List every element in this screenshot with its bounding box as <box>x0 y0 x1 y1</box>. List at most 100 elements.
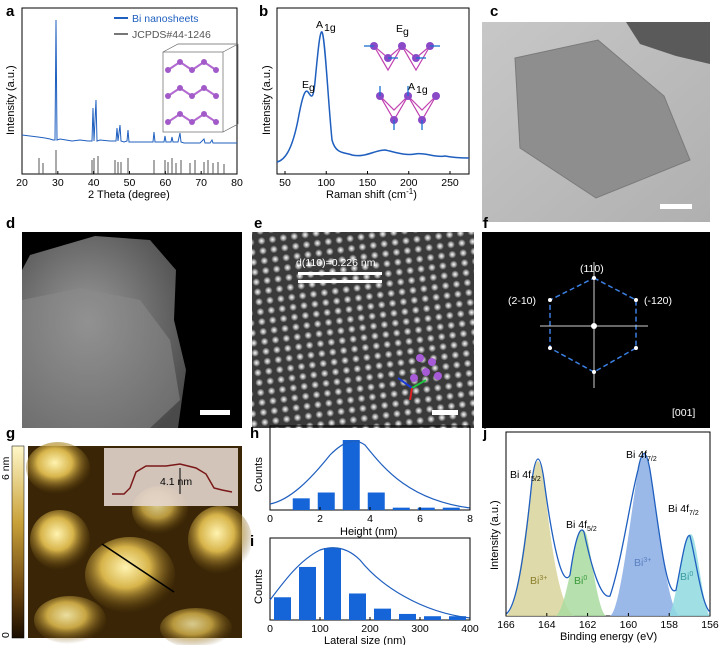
panel-d: d <box>6 215 242 428</box>
scale-bar-c <box>660 204 692 209</box>
panel-a: a Bi nanosheets JCPDS#44-1246 <box>5 3 243 201</box>
zone-axis-label: [001] <box>672 407 695 419</box>
atom-model-overlay <box>397 354 442 401</box>
xps-axes <box>505 431 711 617</box>
histogram-bar <box>292 498 310 510</box>
raman-modes-inset: E g A 1g <box>364 23 440 130</box>
tick-label: 8 <box>467 513 473 525</box>
tick-label: 0 <box>267 513 273 525</box>
panel-j: j Bi 4f5/2 Bi3+ Bi 4f5/2 Bi0 Bi 4f7/2 Bi… <box>482 425 719 643</box>
svg-text:Bi3+: Bi3+ <box>530 575 547 587</box>
tick-label: 40 <box>88 177 100 189</box>
size-hist-bars <box>274 548 466 620</box>
histogram-bar <box>324 548 341 620</box>
histogram-bar <box>442 507 460 510</box>
histogram-bar <box>374 608 391 620</box>
tick-label: 250 <box>441 177 459 189</box>
tick-label: 80 <box>231 177 243 189</box>
scale-bar-e <box>432 410 458 415</box>
spot-label-110: (110) <box>580 263 604 275</box>
size-hist-fit <box>269 547 471 619</box>
tick-label: 150 <box>359 177 377 189</box>
tick-label: 160 <box>620 619 638 631</box>
tick-label: 70 <box>195 177 207 189</box>
tick-label: 4 <box>367 513 373 525</box>
nanosheet-shape <box>514 39 691 199</box>
svg-text:Bi 4f5/2: Bi 4f5/2 <box>510 469 541 483</box>
lattice-line-2 <box>298 280 382 283</box>
histogram-bar <box>417 507 435 510</box>
tick-label: 164 <box>538 619 556 631</box>
raman-spectrum <box>276 31 470 163</box>
raman-peak-a1g: A 1g <box>316 19 336 34</box>
size-hist-ylabel: Counts <box>253 569 265 604</box>
raman-xlabel: Raman shift (cm-1) <box>326 187 417 201</box>
xps-xlabel: Binding energy (eV) <box>560 631 657 643</box>
panel-c: c <box>482 3 710 222</box>
tick-label: 0 <box>267 623 273 635</box>
tick-label: 100 <box>317 177 335 189</box>
panel-i: i 0 100 200 300 400 Counts Lateral size (nm) <box>250 533 479 645</box>
panel-label-a: a <box>6 3 15 20</box>
panel-e: e d(110)=0.226 nm <box>252 215 474 428</box>
svg-text:A: A <box>408 81 415 93</box>
svg-text:Bi 4f7/2: Bi 4f7/2 <box>626 449 657 463</box>
panel-label-j: j <box>482 425 487 442</box>
svg-text:g: g <box>403 26 409 38</box>
tick-label: 200 <box>361 623 379 635</box>
tick-label: 162 <box>579 619 597 631</box>
tick-label: 156 <box>701 619 719 631</box>
panel-label-b: b <box>259 3 268 20</box>
size-hist-x-ticks: 0 100 200 300 400 <box>267 617 479 635</box>
xps-peak-label-0: Bi 4f5/2 Bi3+ <box>510 469 547 587</box>
xps-peak-label-3: Bi 4f7/2 Bi0 <box>668 503 699 583</box>
height-hist-bars <box>292 440 460 510</box>
svg-text:Raman shift (cm-1): Raman shift (cm-1) <box>326 187 417 201</box>
haadf-overlap <box>22 288 180 428</box>
tick-label: 158 <box>660 619 678 631</box>
histogram-bar <box>349 593 366 620</box>
tick-label: 6 <box>417 513 423 525</box>
histogram-bar <box>317 492 335 510</box>
xps-peak-bi3-52 <box>506 461 575 616</box>
histogram-bar <box>392 507 410 510</box>
tick-label: 300 <box>411 623 429 635</box>
afm-profile-line <box>101 543 175 593</box>
xrd-legend: Bi nanosheets JCPDS#44-1246 <box>114 13 211 41</box>
fft-spots <box>548 276 638 374</box>
raman-peak-eg: E g <box>302 79 315 94</box>
xps-ylabel: Intensity (a.u.) <box>489 500 501 570</box>
xps-peak-label-2: Bi 4f7/2 Bi3+ <box>626 449 657 569</box>
hrtem-image <box>252 232 474 428</box>
histogram-bar <box>274 597 291 620</box>
histogram-bar <box>399 613 416 620</box>
panel-label-h: h <box>250 425 259 442</box>
lattice-line-1 <box>298 272 382 275</box>
xrd-pattern <box>21 19 237 144</box>
svg-text:g: g <box>309 82 315 94</box>
histogram-bar <box>342 440 360 510</box>
adjacent-sheet <box>626 22 710 64</box>
svg-text:E: E <box>396 23 403 35</box>
d-spacing-label: d(110)=0.226 nm <box>296 257 376 269</box>
spot-label--120: (-120) <box>644 295 672 307</box>
tick-label: 50 <box>279 177 291 189</box>
afm-height-profile-inset: 4.1 nm <box>104 448 238 506</box>
xrd-x-ticks: 20 30 40 50 60 70 80 <box>16 171 243 189</box>
tick-label: 60 <box>159 177 171 189</box>
height-hist-xlabel: Height (nm) <box>340 526 397 538</box>
histogram-bar <box>367 492 385 510</box>
height-hist-ylabel: Counts <box>253 457 265 492</box>
svg-text:1g: 1g <box>416 84 428 96</box>
xrd-xlabel: 2 Theta (degree) <box>88 189 170 201</box>
tick-label: 400 <box>461 623 479 635</box>
tick-label: 166 <box>497 619 515 631</box>
panel-g: g 6 nm 0 4.1 nm <box>0 425 252 645</box>
svg-text:Bi 4f7/2: Bi 4f7/2 <box>668 503 699 517</box>
tick-label: 30 <box>52 177 64 189</box>
raman-ylabel: Intensity (a.u.) <box>261 65 273 135</box>
legend-jcpds: JCPDS#44-1246 <box>132 29 211 41</box>
panel-label-e: e <box>254 215 262 232</box>
spot-label-2-10: (2-10) <box>508 295 536 307</box>
height-hist-x-ticks: 0 2 4 6 8 <box>267 507 473 525</box>
